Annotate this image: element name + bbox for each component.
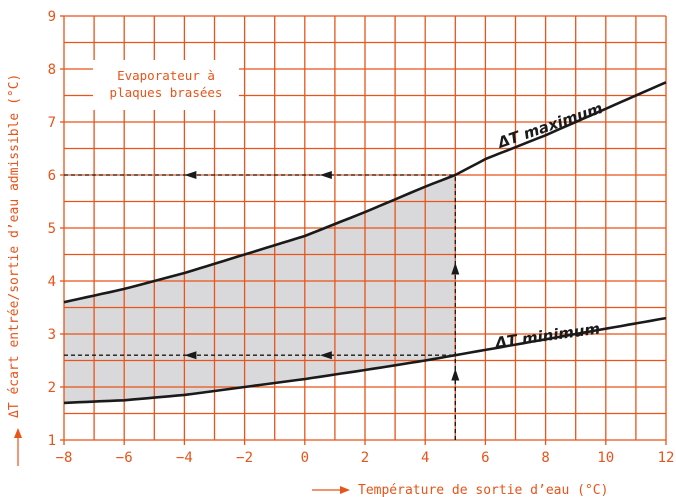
guide-arrow-left <box>319 171 332 179</box>
x-axis-arrow-head <box>340 486 350 494</box>
guide-arrow-up <box>451 262 460 275</box>
y-tick-label: 9 <box>48 9 56 25</box>
guide-arrow-left <box>184 171 197 179</box>
annotation-line-1: Evaporateur à <box>117 68 215 83</box>
y-tick-label: 4 <box>48 274 56 290</box>
shaded-operating-zone <box>64 175 456 403</box>
series-line-min <box>63 316 667 405</box>
y-tick-label: 2 <box>48 380 56 396</box>
series-line-max <box>63 81 667 304</box>
y-tick-label: 5 <box>48 221 56 237</box>
curves <box>63 81 667 405</box>
x-tick-label: 0 <box>301 450 309 466</box>
x-tick-label: 12 <box>658 450 675 466</box>
guide-arrow-left <box>319 351 332 360</box>
y-axis-arrow-head <box>14 428 22 438</box>
x-tick-label: −8 <box>56 450 73 466</box>
annotation-box-frame <box>93 60 239 110</box>
y-tick-label: 3 <box>48 327 56 343</box>
x-axis-title: Température de sortie d’eau (°C) <box>312 483 608 497</box>
series-label-max: ΔT maximum <box>494 99 604 152</box>
x-tick-label: 8 <box>541 450 549 466</box>
y-tick-label: 1 <box>48 433 56 449</box>
x-tick-label: −6 <box>116 450 133 466</box>
x-tick-label: 10 <box>597 450 614 466</box>
y-tick-label: 7 <box>48 115 56 131</box>
guide-arrow-left <box>184 351 197 360</box>
series-label-min: ΔT minimum <box>493 319 601 352</box>
y-axis-label: ΔT écart entrée/sortie d’eau admissible … <box>7 74 22 418</box>
x-tick-label: 4 <box>421 450 429 466</box>
guide-arrow-up <box>451 368 460 381</box>
shaded-area <box>64 175 456 403</box>
annotation-box: Evaporateur à plaques brasées <box>93 60 239 110</box>
guide-lines <box>64 171 460 440</box>
annotation-line-2: plaques brasées <box>110 85 223 100</box>
x-tick-label: 6 <box>481 450 489 466</box>
x-tick-label: −2 <box>236 450 253 466</box>
x-tick-label: −4 <box>176 450 193 466</box>
y-tick-label: 6 <box>48 168 56 184</box>
x-tick-label: 2 <box>361 450 369 466</box>
x-axis-label: Température de sortie d’eau (°C) <box>358 483 608 497</box>
y-tick-label: 8 <box>48 62 56 78</box>
y-axis-title: ΔT écart entrée/sortie d’eau admissible … <box>7 74 22 466</box>
